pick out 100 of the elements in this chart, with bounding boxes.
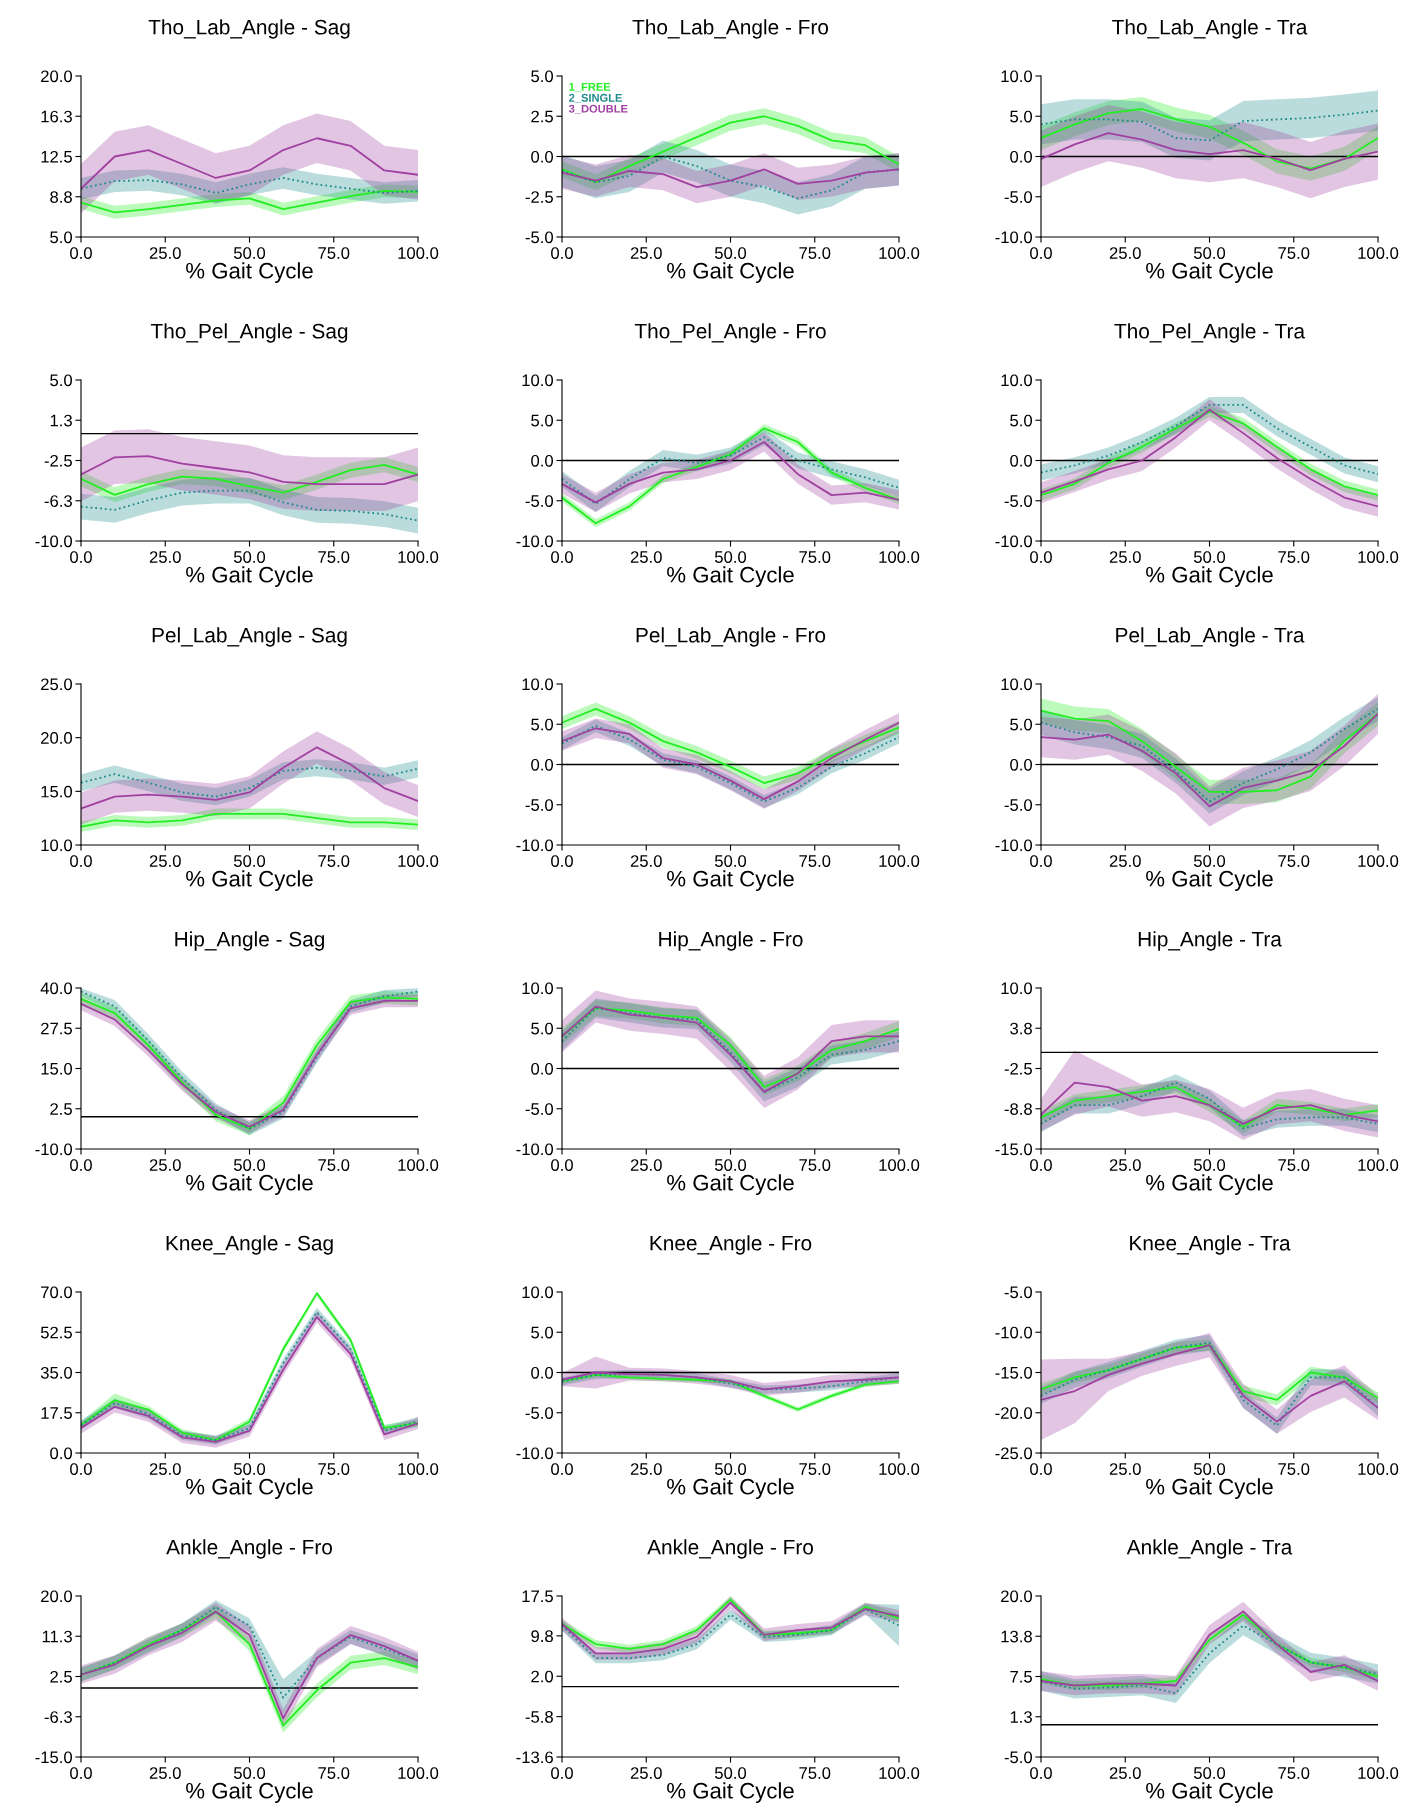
y-tick-label: 8.8 [50,191,72,203]
x-tick-label: 100.0 [398,1463,439,1475]
line-series [1041,109,1378,142]
y-tick-label: -20.0 [995,1407,1033,1419]
x-axis-title: % Gait Cycle [1146,1174,1273,1195]
x-tick-label: 25.0 [149,1767,181,1779]
y-tick-label: 0.0 [1010,150,1033,163]
x-tick-label: 0.0 [551,1159,573,1171]
y-tick-label: 10.0 [522,982,554,995]
chart-title: Pel_Lab_Angle - Tra [1116,627,1305,647]
y-tick-label: 0.0 [1010,758,1033,771]
y-tick-label: -5.0 [1004,191,1033,203]
x-tick-label: 100.0 [879,1159,920,1171]
x-tick-label: 50.0 [233,1463,266,1475]
y-tick-label: 20.0 [1001,1590,1033,1603]
y-tick-label: 5.0 [1010,110,1033,123]
y-tick-label: -5.0 [525,799,554,811]
x-axis-title: % Gait Cycle [667,566,794,587]
y-tick-label: 7.5 [1010,1671,1032,1683]
x-tick-label: 25.0 [1109,1463,1141,1475]
x-axis-title: % Gait Cycle [1146,870,1273,891]
y-tick-label: 70.0 [41,1286,73,1299]
y-tick-label: 15.0 [41,785,73,798]
y-tick-label: 17.5 [522,1590,553,1603]
x-tick-label: 25.0 [630,855,662,867]
x-tick-label: 25.0 [149,855,181,867]
x-tick-label: 50.0 [233,551,266,563]
chart-title: Ankle_Angle - Tra [1126,1539,1293,1559]
x-tick-label: 0.0 [551,247,573,259]
x-tick-label: 75.0 [318,1767,350,1779]
y-tick-label: -10.0 [516,1447,554,1460]
x-axis-title: % Gait Cycle [186,262,313,283]
x-tick-label: 100.0 [398,247,439,259]
x-axis-title: % Gait Cycle [667,870,794,891]
x-tick-label: 75.0 [799,551,831,563]
x-tick-label: 50.0 [233,855,266,867]
x-tick-label: 100.0 [1358,247,1399,259]
x-tick-label: 25.0 [1109,247,1141,259]
x-tick-label: 50.0 [714,1767,747,1779]
x-tick-label: 25.0 [149,1159,181,1171]
y-tick-label: 0.0 [531,150,554,163]
y-tick-label: 2.5 [50,1670,72,1683]
line-series [81,766,418,798]
y-tick-label: -10.0 [995,535,1033,548]
y-tick-label: 11.3 [42,1630,72,1643]
x-tick-label: 75.0 [799,855,831,867]
chart-title: Ankle_Angle - Fro [166,1539,333,1559]
y-tick-label: 27.5 [41,1022,72,1035]
x-tick-label: 0.0 [551,855,573,867]
y-tick-label: 35.0 [40,1366,73,1379]
x-tick-label: 75.0 [1278,1767,1310,1779]
chart-title: Tho_Pel_Angle - Tra [1114,323,1306,343]
y-tick-label: 0.0 [531,454,554,467]
x-tick-label: 0.0 [1030,1767,1052,1779]
x-tick-label: 50.0 [714,1463,747,1475]
x-tick-label: 50.0 [1193,1767,1226,1779]
x-tick-label: 0.0 [70,855,92,867]
y-tick-label: 0.0 [50,1447,73,1460]
y-tick-label: 20.0 [41,70,73,83]
chart-title: Pel_Lab_Angle - Fro [636,627,826,647]
text: 1_FREE [569,83,611,93]
x-tick-label: 0.0 [70,247,92,259]
x-tick-label: 50.0 [1193,1463,1226,1475]
x-tick-label: 0.0 [551,551,573,563]
x-tick-label: 75.0 [318,551,350,563]
y-tick-label: -10.0 [35,1143,73,1156]
chart-title: Tho_Pel_Angle - Fro [634,323,826,343]
x-axis-title: % Gait Cycle [667,1478,794,1499]
y-tick-label: 10.0 [1001,70,1033,83]
y-tick-label: -6.3 [44,495,72,507]
x-tick-label: 100.0 [879,1463,920,1475]
x-tick-label: 100.0 [879,551,920,563]
x-tick-label: 75.0 [318,1463,350,1475]
x-tick-label: 25.0 [1109,551,1141,563]
y-tick-label: 13.8 [1001,1630,1032,1643]
x-tick-label: 75.0 [799,247,831,259]
x-tick-label: 0.0 [1030,1159,1052,1171]
y-tick-label: 1.3 [50,414,72,427]
y-tick-label: 2.5 [50,1103,72,1115]
y-tick-label: 10.0 [522,374,554,387]
y-tick-label: 0.0 [531,1366,554,1379]
x-tick-label: 50.0 [714,855,747,867]
x-tick-label: 75.0 [318,1159,350,1171]
x-tick-label: 50.0 [233,1159,266,1171]
y-tick-label: 0.0 [1010,454,1033,467]
chart-title: Knee_Angle - Sag [166,1235,333,1255]
y-tick-label: 5.0 [50,231,73,244]
y-tick-label: -5.8 [525,1711,553,1723]
line-series [81,137,418,190]
y-tick-label: 9.8 [531,1630,553,1643]
line-series [81,489,418,522]
chart-title: Tho_Lab_Angle - Sag [148,19,350,39]
x-axis-title: % Gait Cycle [186,1478,313,1499]
y-tick-label: -10.0 [516,839,554,852]
y-tick-label: 5.0 [531,70,554,83]
y-tick-label: 12.5 [41,150,72,163]
x-tick-label: 75.0 [1278,1159,1310,1171]
x-tick-label: 0.0 [70,1767,92,1779]
x-tick-label: 75.0 [1278,1463,1310,1475]
x-axis-title: % Gait Cycle [667,262,794,283]
